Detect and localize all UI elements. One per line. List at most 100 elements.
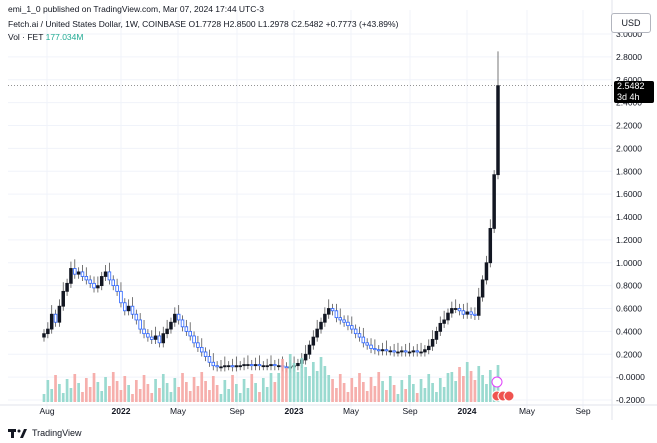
y-tick-label: 1.2000	[616, 235, 642, 245]
candle-body	[99, 276, 104, 287]
volume-bar	[377, 372, 381, 402]
last-price-tag: 2.5482 3d 4h	[614, 81, 654, 103]
candle-body	[265, 365, 269, 368]
candle-body	[234, 365, 239, 368]
candle-body	[361, 336, 366, 344]
volume-bar	[361, 382, 365, 402]
last-price-value: 2.5482	[617, 81, 645, 91]
volume-bar	[161, 374, 165, 402]
candle-body	[388, 350, 393, 353]
volume-bar	[169, 392, 173, 402]
volume-bar	[454, 381, 458, 402]
candle-body	[157, 335, 162, 344]
volume-bar	[300, 358, 304, 402]
volume-bar	[450, 372, 454, 402]
x-tick-label: 2023	[285, 406, 304, 416]
volume-bar	[462, 376, 465, 402]
candle-body	[296, 362, 300, 367]
candle-body	[434, 330, 439, 340]
volume-bar	[427, 374, 431, 402]
high-value: H2.8500	[223, 19, 256, 29]
volume-bar	[50, 389, 54, 402]
volume-bar	[342, 383, 346, 402]
candle-body	[446, 312, 450, 321]
candle-body	[450, 308, 454, 314]
candle-body	[384, 349, 389, 352]
tradingview-logo-icon	[8, 428, 28, 438]
low-value: L1.2978	[258, 19, 289, 29]
volume-bar	[350, 378, 354, 402]
candle-body	[65, 282, 69, 292]
x-tick-label: Sep	[402, 406, 417, 416]
volume-bar	[288, 354, 292, 402]
volume-bar	[431, 383, 434, 402]
volume-bar	[231, 375, 234, 402]
volume-bar	[215, 385, 219, 402]
candle-body	[319, 321, 323, 330]
volume-bar	[61, 393, 65, 402]
candle-body	[226, 365, 231, 368]
candle-body	[350, 325, 354, 330]
volume-bar	[115, 381, 119, 402]
footer-brand[interactable]: TradingView	[8, 428, 82, 438]
volume-bar	[88, 387, 92, 402]
candle-body	[407, 351, 412, 354]
volume-bar	[381, 381, 384, 402]
currency-button[interactable]: USD	[611, 13, 651, 33]
y-tick-label: 2.6000	[616, 75, 642, 85]
candle-body	[403, 350, 408, 353]
volume-bar	[269, 373, 273, 402]
candle-body	[146, 333, 150, 338]
close-value: C2.5482	[291, 19, 324, 29]
candle-body	[126, 305, 131, 312]
volume-bar	[77, 383, 80, 402]
volume-bar	[138, 389, 142, 402]
candle-body	[492, 174, 496, 229]
candle-body	[123, 302, 127, 312]
candle-body	[392, 350, 396, 353]
volume-bar	[196, 386, 200, 402]
x-tick-label: 2022	[112, 406, 131, 416]
candle-body	[465, 311, 469, 315]
candle-body	[115, 285, 119, 292]
volume-bar	[358, 373, 361, 402]
candle-body	[469, 311, 473, 315]
volume-bar	[308, 376, 311, 402]
volume-bar	[346, 392, 350, 402]
candle-body	[253, 364, 258, 367]
volume-bar	[185, 382, 188, 402]
volume-bar	[108, 386, 111, 402]
candle-body	[330, 308, 335, 312]
volume-bar	[400, 380, 404, 402]
candle-body	[334, 310, 339, 319]
candle-body	[149, 336, 154, 340]
candle-body	[488, 228, 493, 264]
candle-body	[396, 351, 400, 354]
candle-body	[76, 271, 81, 275]
candle-body	[169, 321, 173, 330]
volume-bar	[200, 372, 204, 402]
volume-bar	[311, 362, 315, 402]
y-tick-label: 3.0000	[616, 29, 642, 39]
candle-body	[250, 364, 254, 367]
volume-bar	[304, 367, 307, 402]
volume-bar	[104, 377, 107, 402]
candle-body	[323, 313, 327, 323]
volume-legend: Vol · FET 177.034M	[8, 32, 83, 42]
candle-body	[303, 353, 308, 361]
candle-body	[353, 328, 358, 335]
candle-body	[130, 305, 135, 315]
y-tick-label: 0.6000	[616, 304, 642, 314]
symbol-line: Fetch.ai / United States Dollar, 1W, COI…	[8, 19, 187, 29]
candle-body	[84, 276, 89, 281]
candle-body	[426, 345, 431, 351]
volume-bar	[369, 377, 373, 402]
candle-body	[88, 279, 92, 284]
candle-body	[61, 290, 65, 307]
volume-value: 177.034M	[45, 32, 84, 42]
volume-bar	[238, 393, 242, 402]
y-tick-label: 1.4000	[616, 212, 642, 222]
y-tick-label: 0.4000	[616, 326, 642, 336]
candle-body	[103, 271, 108, 277]
